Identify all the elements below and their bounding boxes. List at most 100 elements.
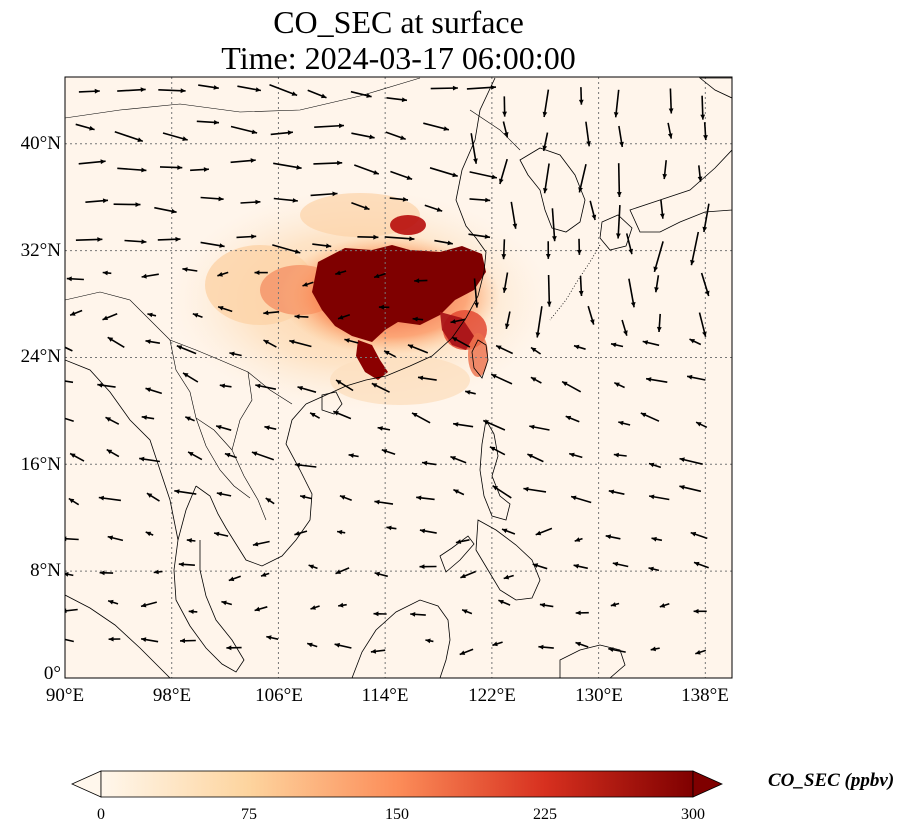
wind-arrow-head <box>153 569 159 575</box>
wind-arrow-head <box>289 339 295 345</box>
wind-arrow-head <box>491 374 497 379</box>
japan-honshu <box>629 149 732 233</box>
wind-arrow-head <box>611 342 617 348</box>
wind-arrow-head <box>608 489 615 495</box>
wind-arrow-head <box>460 573 466 578</box>
plume-core <box>312 245 486 342</box>
wind-arrow-head <box>532 563 539 568</box>
wind-arrow-head <box>452 172 458 178</box>
colorbar-tick-225: 225 <box>533 806 557 823</box>
wind-arrow-head <box>145 387 151 393</box>
wind-arrow-shaft <box>551 208 556 242</box>
china-coast <box>305 77 496 405</box>
wind-arrow-head <box>574 537 581 542</box>
wind-arrow-head <box>523 486 529 492</box>
wind-arrow-head <box>436 207 443 212</box>
wind-arrow-head <box>542 145 548 151</box>
wind-arrow-head <box>287 130 293 136</box>
wind-arrow-head <box>374 273 380 279</box>
wind-arrow-head <box>219 243 225 248</box>
wind-arrow-head <box>613 452 619 458</box>
wind-arrow-head <box>65 536 67 542</box>
wind-arrow-head <box>252 541 259 547</box>
wind-arrow-shaft <box>65 608 78 612</box>
wind-arrow-head <box>229 351 235 357</box>
wind-arrow-head <box>651 536 657 542</box>
wind-arrow-head <box>338 315 344 320</box>
wind-arrow-head <box>542 111 548 117</box>
wind-arrow-head <box>55 378 60 383</box>
wind-arrow-head <box>66 276 72 282</box>
wind-arrow-head <box>616 192 622 197</box>
wind-arrow-head <box>503 574 510 580</box>
wind-arrow-head <box>573 563 579 569</box>
wind-arrow-head <box>529 424 535 430</box>
border-myanmar-laos <box>169 339 233 451</box>
wind-arrow-head <box>605 534 612 540</box>
wind-arrow-head <box>614 382 620 387</box>
wind-arrow-head <box>649 494 655 500</box>
wind-arrow-head <box>369 134 375 140</box>
wind-arrow-head <box>291 91 298 96</box>
wind-arrow-head <box>141 415 147 420</box>
wind-arrow-head <box>141 637 147 642</box>
wind-arrow-head <box>443 126 449 131</box>
wind-arrow-head <box>100 159 106 165</box>
wind-arrow-head <box>107 337 114 342</box>
wind-arrow-head <box>188 451 194 457</box>
wind-arrow-head <box>693 608 699 614</box>
wind-arrow-head <box>530 377 537 382</box>
wind-arrow-head <box>226 645 232 651</box>
wind-arrow-head <box>183 372 189 378</box>
wind-arrow-head <box>141 602 147 608</box>
wind-arrow-head <box>501 254 507 260</box>
wind-arrow-head <box>251 451 258 456</box>
wind-arrow-shaft <box>547 274 551 307</box>
wind-arrow-head <box>70 311 76 316</box>
wind-arrow-head <box>224 452 231 458</box>
wind-arrow-head <box>535 530 542 536</box>
wind-arrow-head <box>412 316 418 322</box>
wind-arrow-shaft <box>653 241 664 273</box>
wind-arrow-shaft <box>65 572 74 577</box>
wind-arrow-head <box>294 531 300 536</box>
wind-arrow-head <box>646 377 652 382</box>
wind-arrow-head <box>332 191 338 197</box>
wind-arrow-head <box>689 339 695 344</box>
wind-arrow-head <box>373 234 379 240</box>
wind-arrow-head <box>307 642 313 648</box>
wind-arrow-head <box>687 374 693 380</box>
plume-core-south <box>356 340 388 380</box>
wind-arrow-head <box>679 457 685 462</box>
wind-arrow-head <box>139 456 145 462</box>
wind-arrow-head <box>416 495 422 501</box>
wind-arrow-head <box>668 108 674 114</box>
wind-arrow-head <box>697 176 703 182</box>
wind-arrow-head <box>455 539 462 544</box>
lon-label-106: 106°E <box>255 685 303 706</box>
wind-arrow-head <box>254 606 260 612</box>
wind-arrow-head <box>450 456 456 461</box>
wind-arrow-head <box>213 120 219 125</box>
wind-arrow-head <box>545 254 551 259</box>
wind-arrow-head <box>451 337 458 342</box>
wind-arrow-head <box>97 382 103 388</box>
wind-arrow-head <box>292 198 298 203</box>
wind-arrow-head <box>218 306 224 311</box>
wind-arrow-head <box>459 650 466 655</box>
wind-arrow-head <box>137 137 143 142</box>
wind-arrow-head <box>531 347 537 353</box>
wind-arrow-head <box>217 272 223 277</box>
wind-arrow-head <box>546 301 552 307</box>
wind-arrow-head <box>649 462 655 468</box>
wind-arrow-head <box>660 213 665 219</box>
wind-arrow-head <box>300 494 306 500</box>
wind-arrow-head <box>218 196 224 202</box>
wind-arrow-shaft <box>470 133 477 164</box>
wind-arrow-head <box>338 602 344 608</box>
coastlines <box>65 77 732 678</box>
wind-arrow-head <box>97 237 103 242</box>
wind-arrow-head <box>213 85 219 90</box>
wind-arrow-head <box>373 170 379 175</box>
